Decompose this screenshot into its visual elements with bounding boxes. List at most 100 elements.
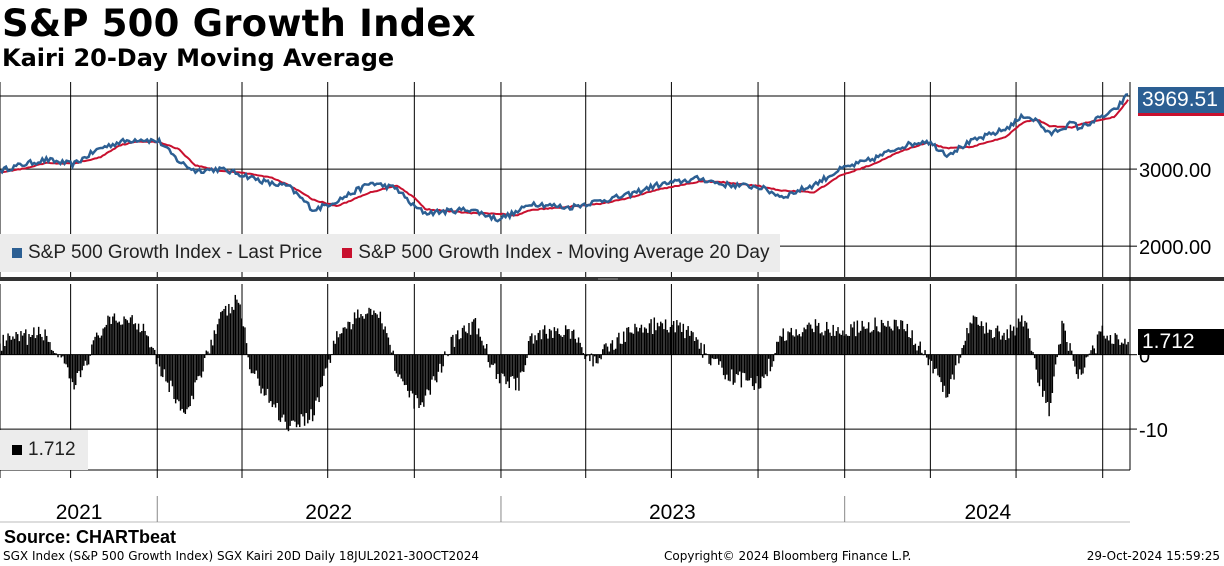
kairi-bar [363, 318, 365, 355]
kairi-bar [906, 323, 909, 355]
kairi-bar [771, 354, 773, 367]
kairi-bar [632, 333, 635, 355]
kairi-bar [940, 354, 942, 383]
kairi-bar [337, 337, 340, 355]
kairi-bar [1074, 354, 1076, 367]
kairi-bar [851, 327, 854, 355]
chart-title: S&P 500 Growth Index [2, 2, 476, 45]
kairi-bar [104, 327, 106, 355]
kairi-bar [261, 354, 264, 389]
kairi-ytick-label: -10 [1139, 420, 1168, 442]
kairi-bar [44, 329, 46, 355]
kairi-bar [115, 320, 117, 355]
kairi-bar [587, 354, 589, 356]
kairi-bar [184, 354, 187, 414]
kairi-bar [919, 341, 921, 355]
kairi-bar [287, 354, 290, 432]
kairi-bar [490, 354, 493, 365]
kairi-bar [247, 354, 249, 358]
kairi-bar [271, 354, 274, 408]
kairi-bar [961, 347, 963, 355]
kairi-bar [589, 354, 591, 362]
kairi-bar [253, 354, 256, 374]
kairi-bar [822, 335, 825, 355]
last-price-line [0, 93, 1129, 223]
kairi-bar [508, 354, 510, 388]
source-label: Source: CHARTbeat [4, 527, 177, 547]
kairi-bar [937, 354, 939, 376]
kairi-bar [207, 351, 209, 355]
kairi-bar [365, 314, 367, 355]
kairi-bar [769, 354, 772, 372]
kairi-bar [880, 319, 883, 355]
kairi-bar [782, 328, 784, 355]
kairi-bar [62, 354, 64, 357]
kairi-bar [558, 334, 560, 355]
price-legend-swatch [12, 248, 22, 258]
kairi-bar [571, 331, 573, 355]
kairi-bar [627, 327, 630, 355]
kairi-bar [788, 332, 791, 355]
kairi-bar [52, 350, 54, 355]
kairi-bar [1008, 338, 1010, 355]
kairi-bar [863, 326, 865, 355]
kairi-bar [1101, 325, 1104, 355]
kairi-bar [518, 354, 520, 391]
kairi-bar [463, 325, 465, 355]
kairi-bar [73, 354, 75, 390]
kairi-bar [485, 344, 488, 355]
kairi-bar [1040, 354, 1042, 380]
kairi-bar [855, 336, 857, 355]
kairi-bar [513, 354, 515, 379]
kairi-bar [821, 332, 823, 355]
kairi-bar [996, 325, 999, 355]
kairi-bar [993, 337, 996, 355]
kairi-bar [355, 318, 357, 355]
kairi-bar [924, 350, 926, 355]
kairi-bar [160, 354, 162, 377]
kairi-bar [524, 354, 527, 366]
kairi-bar [176, 354, 178, 400]
kairi-bar [748, 354, 751, 381]
kairi-bar [1032, 352, 1034, 355]
kairi-bar [79, 354, 82, 378]
kairi-bar [859, 330, 862, 355]
kairi-bar [913, 345, 915, 355]
kairi-bar [726, 354, 728, 375]
kairi-bar [199, 354, 201, 376]
kairi-bar [687, 326, 689, 355]
kairi-bar [203, 354, 206, 359]
kairi-bar [477, 328, 480, 355]
kairi-bar [5, 340, 8, 355]
kairi-bar [922, 354, 925, 356]
kairi-bar [611, 340, 614, 355]
kairi-bar [953, 354, 955, 380]
kairi-bar [316, 354, 319, 398]
kairi-bar [547, 338, 549, 355]
kairi-bar [284, 354, 286, 422]
kairi-bar [740, 354, 743, 388]
kairi-bar [797, 335, 799, 355]
kairi-bar [1004, 339, 1007, 355]
kairi-legend-swatch [12, 445, 22, 455]
kairi-bar [735, 354, 738, 375]
kairi-bar [229, 313, 232, 355]
kairi-bar [173, 354, 175, 400]
kairi-bar [903, 329, 905, 355]
kairi-bar [92, 340, 95, 355]
kairi-bar [95, 332, 98, 355]
kairi-bar [1104, 338, 1107, 355]
kairi-bar [739, 354, 741, 372]
kairi-bar [1041, 354, 1044, 397]
kairi-bar [751, 354, 754, 387]
kairi-bar [790, 327, 793, 355]
kairi-bar [523, 354, 525, 372]
kairi-bar [664, 319, 667, 355]
kairi-bar [421, 354, 423, 403]
kairi-bar [563, 334, 565, 355]
kairi-ytick-label: 0 [1139, 346, 1150, 368]
kairi-bar [793, 336, 796, 355]
kairi-bar [436, 354, 438, 383]
kairi-bar [437, 354, 440, 372]
kairi-bar [108, 316, 111, 355]
